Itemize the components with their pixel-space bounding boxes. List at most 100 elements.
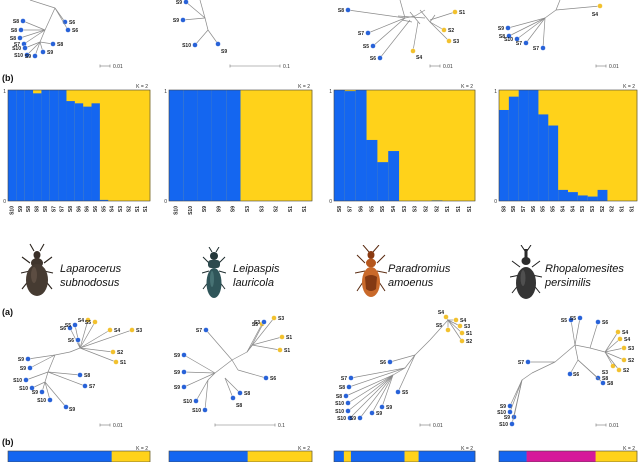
tree-tip-label: S8 (339, 385, 345, 391)
bar-segment-cluster1 (499, 109, 510, 201)
tree-tip-label: S8 (13, 19, 19, 25)
k-label: K = 2 (136, 84, 148, 90)
panel-label-a: (a) (2, 307, 13, 317)
tree-tip-marker (67, 325, 73, 331)
x-tick-label: S8 (511, 206, 517, 212)
tree-branch (224, 377, 241, 394)
tree-tip-label: S9 (18, 357, 24, 363)
x-tick-label: S7 (348, 206, 354, 212)
k-label: K = 2 (298, 84, 310, 90)
tree-tip-marker (215, 41, 221, 47)
tree-branch (401, 19, 413, 23)
tree-tip-label: S4 (114, 328, 120, 334)
tree-tip-label: S7 (358, 31, 364, 37)
tree-tip-marker (203, 327, 209, 333)
tree-tip-marker (63, 404, 69, 410)
x-tick-label: S6 (358, 206, 364, 212)
tree-tip-label: S1 (120, 360, 126, 366)
tree-branch (79, 319, 89, 349)
tree-tip-label: S10 (335, 401, 344, 407)
tree-tip-label: S6 (602, 320, 608, 326)
k-label: K = 2 (136, 446, 148, 452)
k-label: K = 2 (461, 446, 473, 452)
x-tick-label: S7 (51, 206, 57, 212)
ground-beetle-icon (355, 245, 387, 297)
tree-branch (69, 327, 81, 349)
bar-segment-cluster1 (568, 192, 579, 201)
tree-tip-marker (27, 365, 33, 371)
tree-tip-marker (82, 383, 88, 389)
x-tick-label: S1 (288, 206, 294, 212)
x-tick-label: S1 (467, 206, 473, 212)
tree-tip-marker (507, 409, 513, 415)
tree-tip-marker (181, 384, 187, 390)
x-tick-label: S5 (101, 206, 107, 212)
tree-branch (404, 354, 416, 369)
bar-segment-cluster2 (297, 90, 313, 201)
tree-tip-marker (50, 41, 56, 47)
tree-tip-marker (577, 315, 583, 321)
tree-branch (19, 29, 46, 39)
x-tick-label: S1 (135, 206, 141, 212)
tree-tip-label: S7 (89, 384, 95, 390)
tree-tip-label: S7 (14, 42, 20, 48)
bar-segment-cluster2 (254, 90, 270, 201)
tree-branch (182, 17, 206, 21)
tree-branch (251, 336, 283, 346)
bar-segment-cluster2 (453, 90, 465, 201)
y-tick-label: 1 (494, 89, 497, 95)
tree-branch (44, 381, 51, 401)
tree-branch (44, 371, 49, 383)
tree-tip-marker (568, 317, 574, 323)
tree-branch (516, 17, 546, 40)
tree-tip-label: S3 (254, 320, 260, 326)
tree-tip-label: S6 (573, 372, 579, 378)
bar-segment-cluster2 (283, 90, 299, 201)
tree-tip-marker (506, 33, 512, 39)
x-tick-label: S10 (173, 206, 179, 215)
x-tick-label: S6 (85, 206, 91, 212)
tree-tip-marker (24, 52, 30, 58)
tree-tip-label: S4 (78, 318, 84, 324)
tree-tip-label: S8 (84, 373, 90, 379)
bar-segment-cluster2 (431, 90, 443, 201)
tree-branch (44, 381, 67, 408)
tree-tip-label: S5 (402, 390, 408, 396)
tree-tip-label: S5 (436, 323, 442, 329)
x-tick-label: S2 (274, 206, 280, 212)
tree-tip-label: S3 (278, 316, 284, 322)
x-tick-label: S9 (216, 206, 222, 212)
tree-tip-label: S9 (174, 385, 180, 391)
bar-segment (404, 451, 419, 462)
bar-segment-cluster1 (74, 103, 84, 201)
tree-tip-label: S3 (602, 370, 608, 376)
tree-tip-label: S7 (341, 376, 347, 382)
tree-tip-marker (65, 27, 71, 33)
bar-segment-cluster1 (41, 90, 51, 201)
tree-branch (574, 344, 591, 349)
tree-tip-marker (25, 356, 31, 362)
x-tick-label: S5 (380, 206, 386, 212)
tree-tip-label: S9 (20, 366, 26, 372)
tree-tip-marker (621, 345, 627, 351)
plot-frame (168, 450, 313, 462)
plot-frame (333, 450, 476, 462)
bar-segment-cluster2 (577, 90, 589, 201)
tree-branch (570, 319, 576, 346)
tree-tip-label: S2 (623, 368, 629, 374)
tree-tip-marker (345, 408, 351, 414)
bar-segment-cluster2 (607, 90, 618, 201)
tree-tip-label: S1 (284, 348, 290, 354)
tree-tip-label: S8 (602, 376, 608, 382)
tree-tip-marker (443, 314, 449, 320)
tree-branch (409, 11, 421, 25)
tree-tip-marker (279, 334, 285, 340)
bar-segment-cluster1 (344, 91, 357, 201)
tree-branch (79, 329, 111, 349)
species-genus: Leipaspis (233, 263, 280, 275)
tree-branch (22, 20, 46, 31)
bar-segment (247, 451, 313, 462)
tree-tip-label: S1 (459, 10, 465, 16)
